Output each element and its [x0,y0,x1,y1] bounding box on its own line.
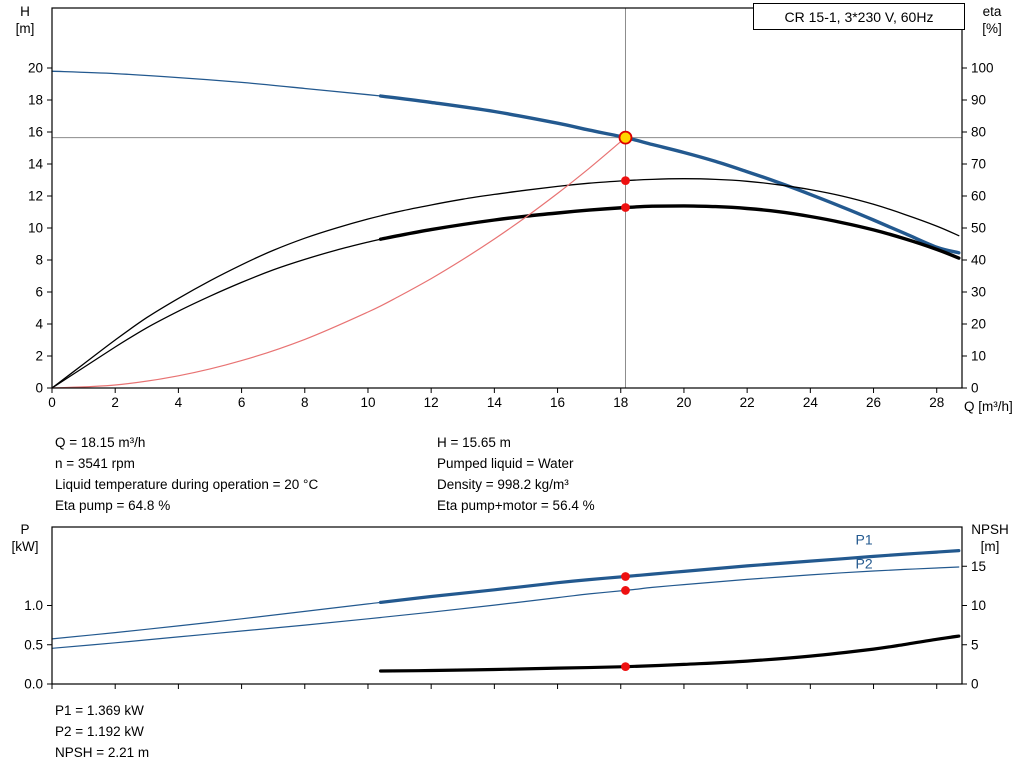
curve-npsh [379,634,961,673]
power-npsh-chart: 0.0 0.5 1.0 0 5 10 15 P1 P2 [24,526,986,692]
y2-tick-label: 90 [971,93,986,108]
y-tick-label: 18 [28,93,43,108]
info-density: Density = 998.2 kg/m³ [437,477,569,492]
y2-tick-label: 15 [971,559,986,574]
info-speed: n = 3541 rpm [55,456,135,471]
curve-p1-lead-in [51,601,382,640]
hq-eta-chart: 0 2 4 6 8 10 12 14 16 18 20 22 24 26 28024681012141618… [28,7,994,410]
y2-tick-label: 60 [971,189,986,204]
x-tick-label: 22 [740,395,755,410]
x-tick-label: 6 [238,395,246,410]
y2-tick-label: 10 [971,598,986,613]
y-tick-label: 16 [28,125,43,140]
p-axis-unit: [kW] [11,539,39,554]
x-tick-label: 26 [866,395,881,410]
x-tick-label: 16 [550,395,565,410]
eta-axis-unit: [%] [982,21,1002,36]
duty-info-right-column: H = 15.65 m Pumped liquid = Water Densit… [437,432,595,516]
y-tick-label: 0.5 [24,637,43,652]
x-tick-label: 12 [424,395,439,410]
y-tick-label: 1.0 [24,598,43,613]
info-npsh: NPSH = 2.21 m [55,745,150,760]
npsh-axis-name: NPSH [971,522,1009,537]
curve-p1 [379,549,961,604]
curve-p2 [51,566,960,649]
y-tick-label: 12 [28,189,43,204]
curve-eta-pump [51,178,960,389]
p-axis-name: P [20,522,30,537]
info-flow: Q = 18.15 m³/h [55,435,146,450]
curve-value-marker [621,203,630,212]
x-tick-label: 0 [48,395,56,410]
x-tick-label: 24 [803,395,819,410]
curve-label-p2: P2 [855,556,872,572]
info-p1: P1 = 1.369 kW [55,703,144,718]
info-eta-pump: Eta pump = 64.8 % [55,498,171,513]
info-eta-pump-motor: Eta pump+motor = 56.4 % [437,498,595,513]
y2-tick-label: 20 [971,317,986,332]
npsh-axis-title: NPSH [m] [960,521,1020,555]
h-axis-name: H [20,4,30,19]
y2-tick-label: 10 [971,349,986,364]
y2-tick-label: 70 [971,157,986,172]
curve-system-curve [51,137,627,389]
y2-tick-label: 50 [971,221,986,236]
curve-eta-pump-motor-lead-in [51,238,382,389]
x-tick-label: 4 [175,395,183,410]
q-axis-title: Q [m³/h] [964,399,1013,414]
y2-tick-label: 5 [971,637,979,652]
p-axis-title: P [kW] [2,521,48,555]
info-p2: P2 = 1.192 kW [55,724,144,739]
duty-point-marker[interactable] [618,130,633,145]
y-tick-label: 4 [35,317,43,332]
curve-value-marker [621,176,630,186]
curve-value-marker [621,572,630,581]
y-tick-label: 6 [35,285,43,300]
info-pumped-liquid: Pumped liquid = Water [437,456,574,471]
info-liquid-temperature: Liquid temperature during operation = 20… [55,477,319,492]
y2-tick-label: 100 [971,61,994,76]
info-head: H = 15.65 m [437,435,511,450]
y-tick-label: 8 [35,253,43,268]
y-tick-label: 0.0 [24,677,43,692]
pump-model-title-box: CR 15-1, 3*230 V, 60Hz [753,3,965,30]
y-tick-label: 20 [28,61,43,76]
x-tick-label: 28 [929,395,944,410]
y2-tick-label: 80 [971,125,986,140]
curve-label-p1: P1 [855,531,872,547]
plot-frame [51,526,963,685]
eta-axis-name: eta [982,4,1002,19]
y2-tick-label: 0 [971,677,979,692]
h-axis-unit: [m] [15,21,35,36]
y-tick-label: 10 [28,221,43,236]
plot-frame [51,7,963,389]
pump-model-title: CR 15-1, 3*230 V, 60Hz [784,8,934,25]
eta-axis-title: eta [%] [964,3,1020,37]
power-info-column: P1 = 1.369 kW P2 = 1.192 kW NPSH = 2.21 … [55,700,149,763]
x-tick-label: 10 [360,395,375,410]
x-tick-label: 18 [613,395,628,410]
y-tick-label: 0 [35,381,43,396]
y-tick-label: 2 [35,349,43,364]
x-tick-label: 20 [676,395,691,410]
y2-tick-label: 30 [971,285,986,300]
curve-eta-pump-motor [378,204,961,260]
curve-value-marker [621,586,630,595]
npsh-axis-unit: [m] [980,539,1000,554]
y2-tick-label: 0 [971,381,979,396]
h-axis-title: H [m] [2,3,48,37]
x-tick-label: 14 [487,395,503,410]
duty-info-left-column: Q = 18.15 m³/h n = 3541 rpm Liquid tempe… [55,432,318,516]
x-tick-label: 2 [111,395,119,410]
y2-tick-label: 40 [971,253,986,268]
x-tick-label: 8 [301,395,309,410]
curve-pump-curve [378,94,961,255]
curve-pump-curve-lead-in [51,70,382,97]
curve-value-marker [621,662,630,672]
y-tick-label: 14 [28,157,44,172]
